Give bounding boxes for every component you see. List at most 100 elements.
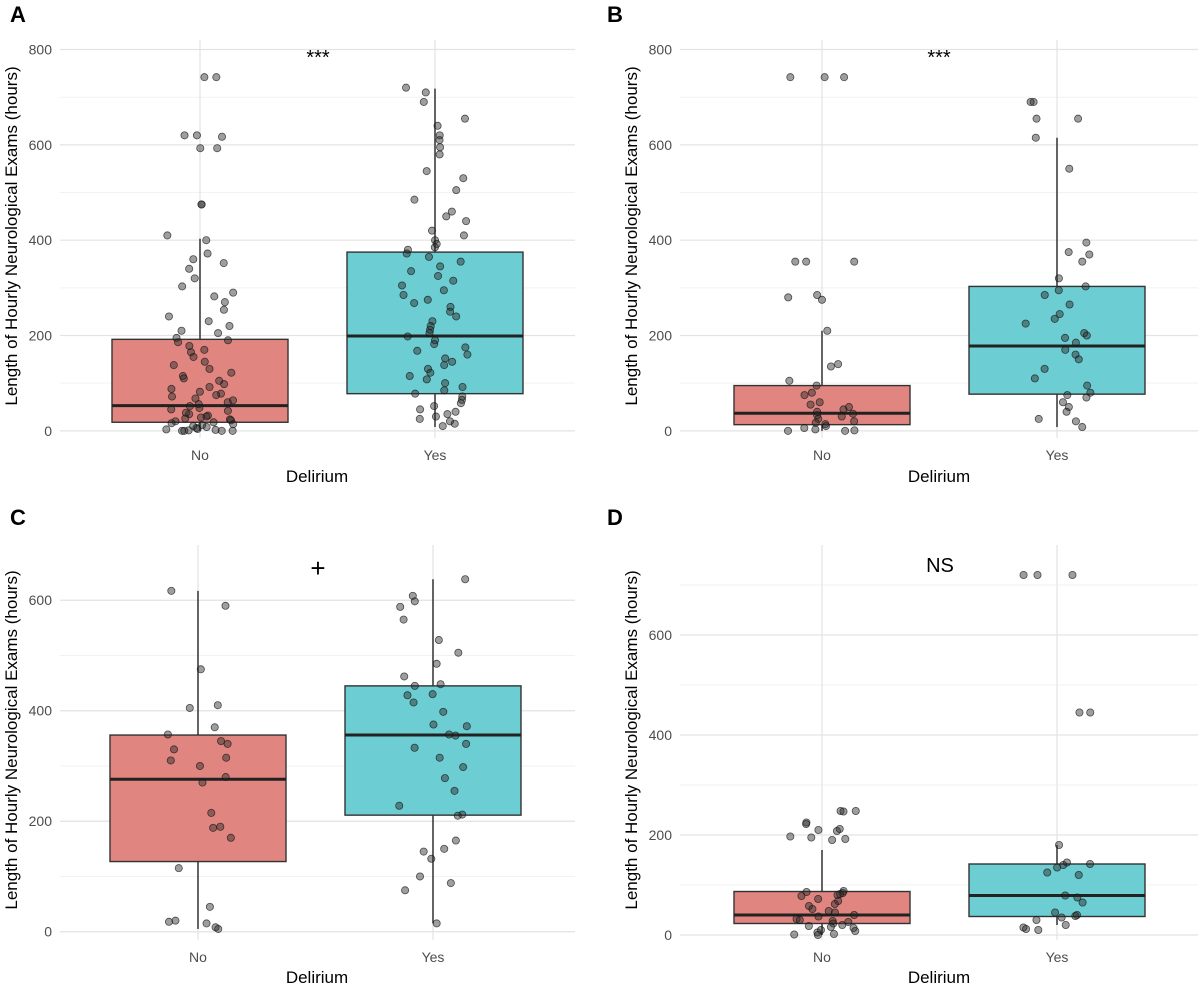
data-point: [840, 73, 849, 82]
data-point: [217, 426, 226, 435]
data-point: [1031, 133, 1040, 142]
data-point: [202, 919, 211, 928]
data-point: [410, 195, 419, 204]
data-point: [445, 730, 454, 739]
data-point: [425, 329, 434, 338]
y-tick-label: 600: [649, 137, 673, 153]
data-point: [174, 864, 183, 873]
data-point: [1032, 114, 1041, 123]
data-point: [1055, 841, 1064, 850]
data-point: [210, 723, 219, 732]
data-point: [1082, 331, 1091, 340]
data-point: [413, 346, 422, 355]
data-point: [405, 372, 414, 381]
data-point: [850, 257, 859, 266]
data-point: [841, 426, 850, 435]
data-point: [431, 412, 440, 421]
data-point: [790, 930, 799, 939]
data-point: [439, 286, 448, 295]
data-point: [440, 844, 449, 853]
data-point: [410, 299, 419, 308]
data-point: [459, 231, 468, 240]
data-point: [410, 681, 419, 690]
data-point: [167, 405, 176, 414]
data-point: [1065, 300, 1074, 309]
data-point: [1073, 893, 1082, 902]
data-point: [398, 281, 407, 290]
data-point: [830, 900, 839, 909]
data-point: [828, 836, 837, 845]
data-point: [447, 207, 456, 216]
panel-d-plot: 0 200 400 600 No Yes: [649, 545, 1198, 965]
data-point: [807, 833, 816, 842]
data-point: [166, 756, 175, 765]
data-point: [202, 236, 211, 245]
data-point: [1051, 908, 1060, 917]
data-point: [811, 425, 820, 434]
data-point: [395, 801, 404, 810]
y-tick-label: 200: [649, 328, 673, 344]
data-point: [459, 763, 468, 772]
data-point: [441, 379, 450, 388]
data-point: [440, 361, 449, 370]
data-point: [200, 345, 209, 354]
data-point: [225, 321, 234, 330]
data-point: [785, 376, 794, 385]
y-tick-label: 200: [649, 827, 673, 843]
data-point: [422, 167, 431, 176]
box-no: [111, 238, 289, 431]
data-point: [1063, 391, 1072, 400]
data-point: [1054, 274, 1063, 283]
data-point: [223, 739, 232, 748]
data-point: [1071, 912, 1080, 921]
data-point: [1083, 381, 1092, 390]
data-point: [1061, 891, 1070, 900]
data-point: [212, 73, 221, 82]
data-point: [451, 731, 460, 740]
data-point: [839, 807, 848, 816]
data-point: [1082, 238, 1091, 247]
data-point: [195, 403, 204, 412]
data-point: [456, 257, 465, 266]
data-point: [178, 282, 187, 291]
box-no: [733, 330, 911, 431]
y-tick-label: 400: [29, 703, 53, 719]
data-point: [212, 391, 221, 400]
data-point: [1061, 345, 1070, 354]
data-point: [815, 398, 824, 407]
data-point: [1053, 863, 1062, 872]
data-point: [223, 406, 232, 415]
data-point: [448, 357, 457, 366]
data-point: [216, 389, 225, 398]
data-point: [460, 114, 469, 123]
data-point: [795, 916, 804, 925]
data-point: [1064, 403, 1073, 412]
data-point: [407, 267, 416, 276]
panel-a-ylabel: Length of Hourly Neurological Exams (hou…: [2, 66, 21, 405]
data-point: [198, 778, 207, 787]
panel-a-annotation: ***: [306, 47, 330, 69]
data-point: [462, 722, 471, 731]
data-point: [1086, 860, 1095, 869]
data-point: [836, 807, 845, 816]
data-point: [439, 707, 448, 716]
panel-d-letter: D: [607, 505, 623, 530]
data-point: [449, 276, 458, 285]
data-point: [214, 924, 223, 933]
panel-b: B 0 200 400 600 800 No Yes *** Delirium Length…: [607, 2, 1198, 486]
data-point: [1065, 164, 1074, 173]
data-point: [189, 352, 198, 361]
data-point: [185, 703, 194, 712]
data-point: [1050, 314, 1059, 323]
data-point: [399, 291, 408, 300]
data-point: [399, 615, 408, 624]
data-point: [1064, 248, 1073, 257]
y-tick-label: 400: [649, 232, 673, 248]
data-point: [791, 257, 800, 266]
data-point: [814, 912, 823, 921]
data-point: [179, 374, 188, 383]
box-no: [733, 850, 911, 935]
data-point: [415, 414, 424, 423]
data-point: [435, 753, 444, 762]
box-yes: [346, 88, 524, 428]
